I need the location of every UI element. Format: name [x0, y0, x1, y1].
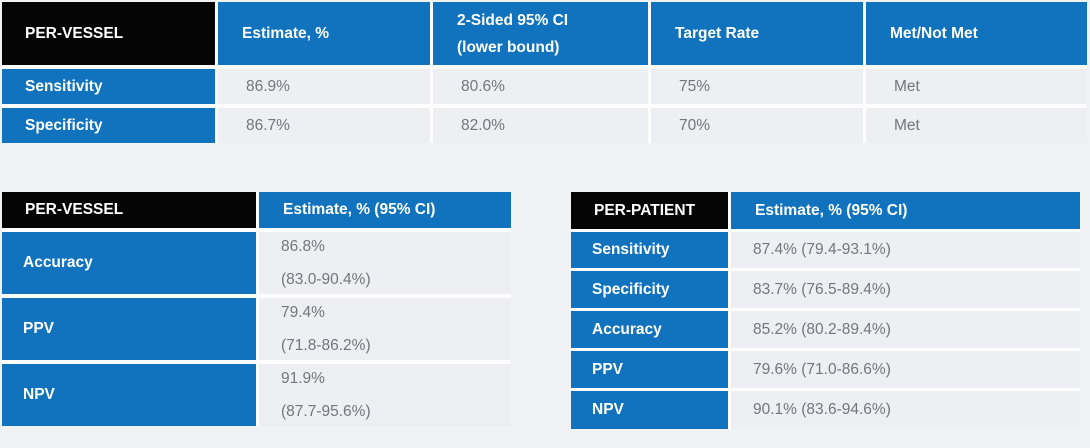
column-header-estimate-ci: Estimate, % (95% CI)	[259, 192, 511, 228]
row-label-npv: NPV	[2, 364, 256, 426]
row-label-specificity: Specificity	[571, 271, 728, 308]
data-cell-accuracy-estimate: 86.8% (83.0-90.4%)	[259, 232, 511, 294]
row-label-sensitivity: Sensitivity	[2, 69, 215, 104]
column-header-met-not-met: Met/Not Met	[866, 2, 1087, 65]
table-title-cell: PER-VESSEL	[2, 192, 256, 228]
data-cell-sensitivity-met: Met	[866, 69, 1087, 104]
table-title-cell: PER-VESSEL	[2, 2, 215, 65]
column-header-target-rate: Target Rate	[651, 2, 863, 65]
data-cell-specificity-estimate: 83.7% (76.5-89.4%)	[731, 271, 1080, 308]
row-label-npv: NPV	[571, 391, 728, 429]
data-cell-ppv-estimate: 79.6% (71.0-86.6%)	[731, 351, 1080, 388]
data-cell-accuracy-estimate: 85.2% (80.2-89.4%)	[731, 311, 1080, 348]
data-cell-sensitivity-target: 75%	[651, 69, 863, 104]
data-cell-sensitivity-estimate: 86.9%	[218, 69, 430, 104]
data-cell-specificity-target: 70%	[651, 108, 863, 143]
data-cell-sensitivity-ci-lower: 80.6%	[433, 69, 648, 104]
table-title-cell: PER-PATIENT	[571, 192, 728, 229]
row-label-accuracy: Accuracy	[571, 311, 728, 348]
data-cell-specificity-ci-lower: 82.0%	[433, 108, 648, 143]
row-label-sensitivity: Sensitivity	[571, 232, 728, 268]
column-header-estimate: Estimate, %	[218, 2, 430, 65]
row-label-accuracy: Accuracy	[2, 232, 256, 294]
data-cell-npv-estimate: 90.1% (83.6-94.6%)	[731, 391, 1080, 429]
column-header-ci-lower: 2-Sided 95% CI (lower bound)	[433, 2, 648, 65]
data-cell-specificity-met: Met	[866, 108, 1087, 143]
row-label-ppv: PPV	[2, 298, 256, 360]
data-cell-ppv-estimate: 79.4% (71.8-86.2%)	[259, 298, 511, 360]
per-vessel-endpoint-table: PER-VESSEL Estimate, % 2-Sided 95% CI (l…	[2, 2, 1087, 143]
per-vessel-secondary-table: PER-VESSEL Estimate, % (95% CI) Accuracy…	[2, 192, 511, 426]
column-header-estimate-ci: Estimate, % (95% CI)	[731, 192, 1080, 229]
per-patient-table: PER-PATIENT Estimate, % (95% CI) Sensiti…	[571, 192, 1080, 429]
data-cell-npv-estimate: 91.9% (87.7-95.6%)	[259, 364, 511, 426]
row-label-specificity: Specificity	[2, 108, 215, 143]
data-cell-specificity-estimate: 86.7%	[218, 108, 430, 143]
data-cell-sensitivity-estimate: 87.4% (79.4-93.1%)	[731, 232, 1080, 268]
row-label-ppv: PPV	[571, 351, 728, 388]
